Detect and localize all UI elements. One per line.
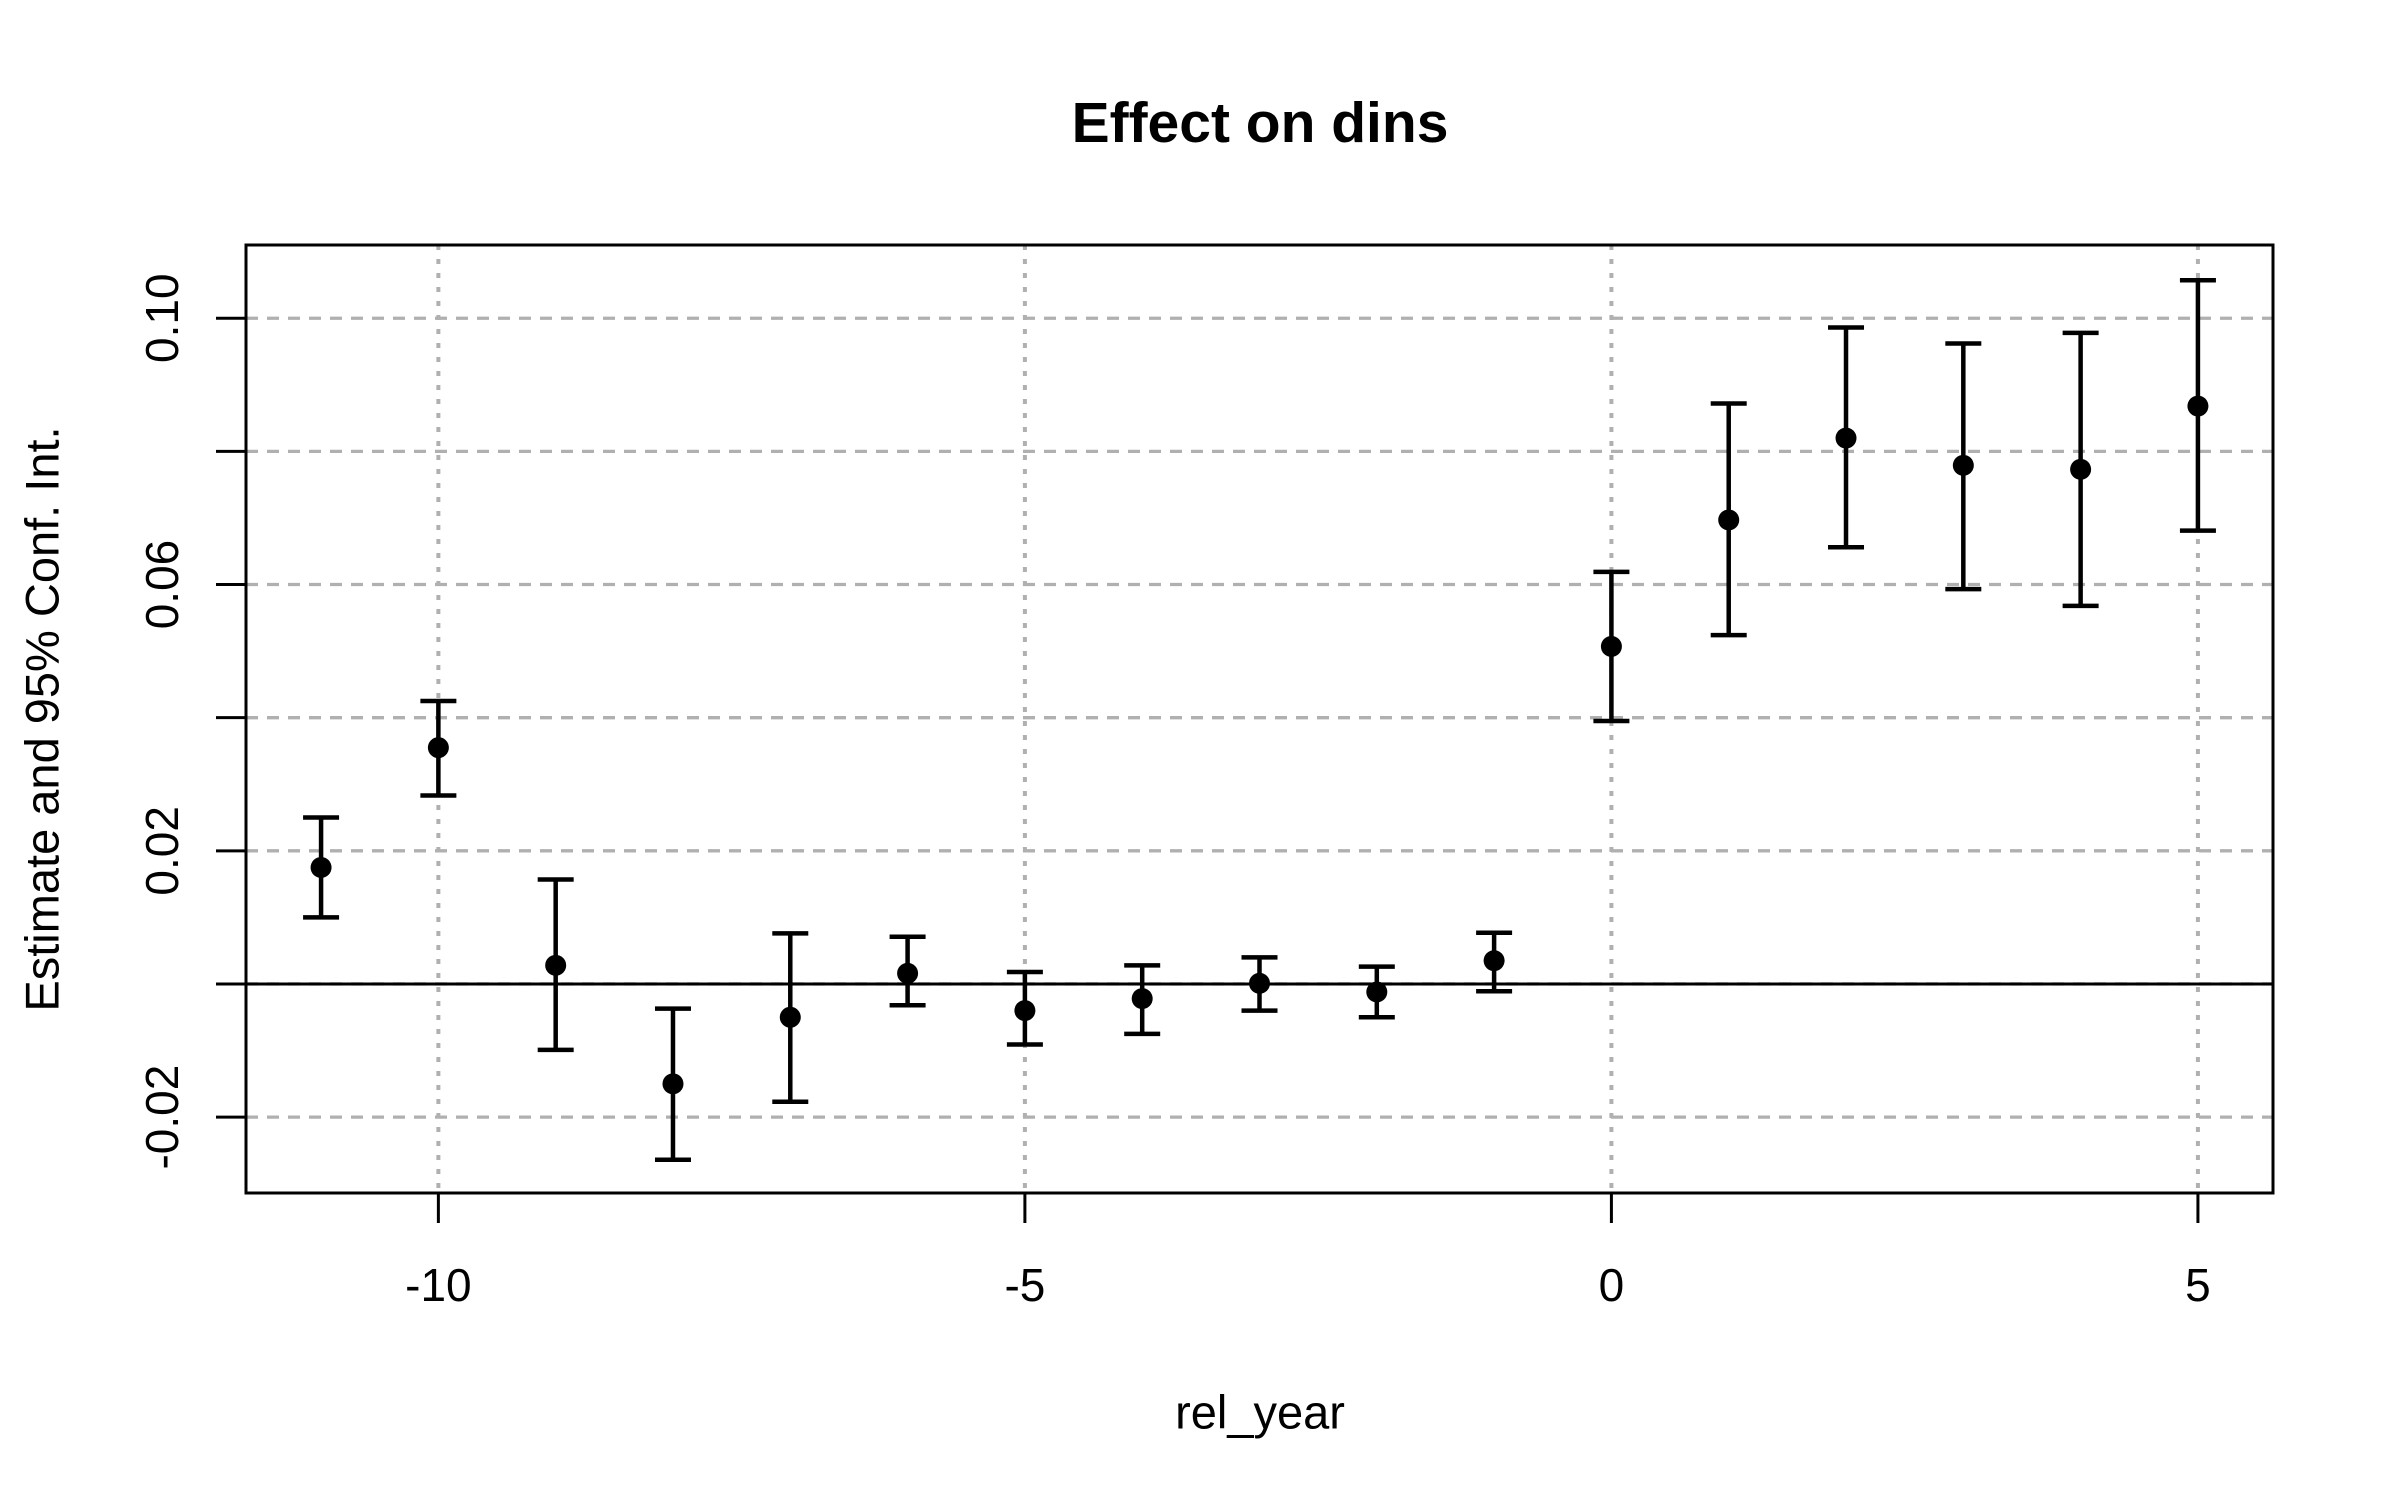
data-point — [1600, 635, 1622, 657]
data-point — [1483, 950, 1505, 972]
estimate-with-ci — [2062, 330, 2099, 609]
chart-title: Effect on dins — [1072, 91, 1449, 155]
data-point — [779, 1006, 801, 1028]
estimate-with-ci — [1828, 325, 1865, 550]
estimate-with-ci — [1006, 969, 1043, 1047]
x-tick-label: -5 — [1004, 1259, 1045, 1311]
data-point — [1718, 509, 1740, 531]
y-tick-label: 0.02 — [136, 806, 188, 896]
data-layer — [303, 278, 2216, 1162]
estimate-with-ci — [1241, 955, 1278, 1013]
x-tick-label: 5 — [2185, 1259, 2211, 1311]
estimate-with-ci — [654, 1006, 691, 1162]
x-axis-label: rel_year — [1175, 1386, 1345, 1439]
estimate-with-ci — [772, 931, 809, 1105]
estimate-with-ci — [537, 877, 574, 1053]
data-point — [1952, 454, 1974, 476]
data-point — [545, 954, 567, 976]
data-point — [1131, 988, 1153, 1010]
data-point — [2187, 395, 2209, 417]
data-point — [1249, 972, 1270, 994]
x-tick-label: 0 — [1599, 1259, 1625, 1311]
data-point — [427, 737, 449, 759]
data-point — [310, 856, 332, 878]
estimate-with-ci — [420, 698, 457, 798]
estimate-with-ci — [1358, 964, 1395, 1020]
y-tick-label: -0.02 — [136, 1065, 188, 1170]
estimate-with-ci — [1945, 341, 1982, 592]
y-tick-label: 0.10 — [136, 273, 188, 363]
data-point — [897, 962, 919, 984]
axis-layer: -10 -5 0 5 -0.02 0.02 0.06 0.10 — [136, 273, 2211, 1311]
estimate-with-ci — [303, 815, 340, 920]
estimate-with-ci — [1710, 401, 1747, 638]
estimate-with-ci — [2179, 278, 2216, 533]
data-point — [1014, 1000, 1036, 1022]
estimate-with-ci — [1476, 930, 1513, 994]
x-tick-label: -10 — [405, 1259, 471, 1311]
data-point — [1835, 427, 1857, 449]
y-tick-label: 0.06 — [136, 540, 188, 630]
y-axis-label: Estimate and 95% Conf. Int. — [16, 426, 69, 1011]
estimate-with-ci — [889, 934, 926, 1008]
estimate-with-ci — [1124, 963, 1161, 1037]
estimate-with-ci — [1593, 569, 1630, 724]
data-point — [2070, 458, 2092, 480]
data-point — [662, 1073, 684, 1095]
data-point — [1366, 981, 1388, 1003]
